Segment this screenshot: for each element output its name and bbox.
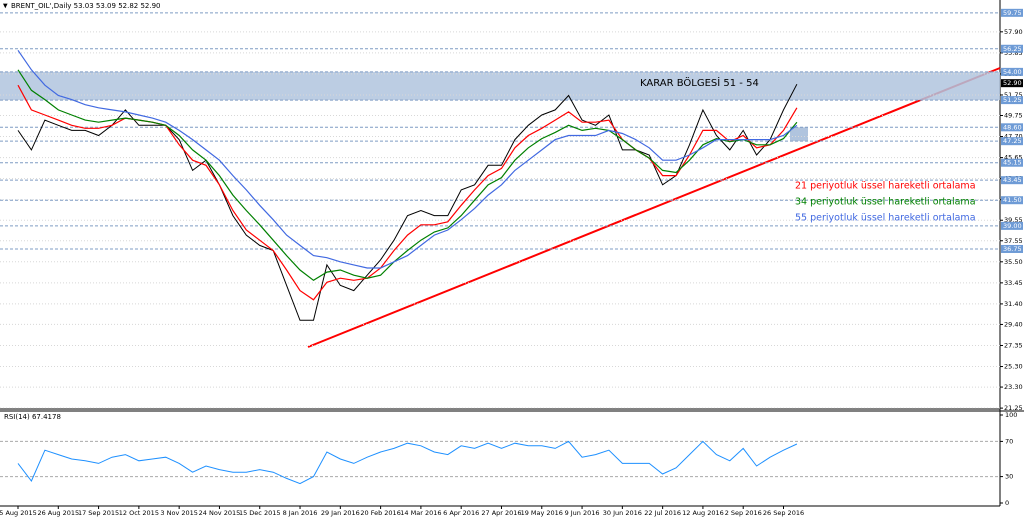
level-label: 56.25 (1003, 45, 1022, 53)
decision-zone (0, 71, 1000, 101)
x-tick-label: 5 Aug 2015 (0, 509, 37, 517)
trendline (307, 67, 1001, 348)
y-tick-label: 33.45 (1004, 279, 1023, 287)
menu-arrow[interactable]: ▼ (3, 3, 8, 10)
x-tick-label: 17 Sep 2015 (78, 509, 119, 517)
x-tick-label: 19 May 2016 (521, 509, 563, 517)
level-label: 48.60 (1003, 123, 1022, 131)
series-line (17, 69, 798, 282)
level-box (1001, 96, 1023, 105)
level-box (1001, 196, 1023, 205)
y-tick-label: 39.55 (1004, 216, 1023, 224)
level-label: 59.75 (1003, 9, 1022, 17)
x-tick-label: 3 Nov 2015 (160, 509, 198, 517)
series-line (17, 440, 798, 485)
level-box (1001, 176, 1023, 185)
series-line (17, 83, 798, 321)
y-tick-label: 51.75 (1004, 91, 1023, 99)
x-tick-label: 14 Mar 2016 (400, 509, 441, 517)
y-tick-label: 45.65 (1004, 154, 1023, 162)
zone-small (790, 127, 808, 142)
legend-entry: 55 periyotluk üssel hareketli ortalama (795, 213, 976, 224)
x-tick-label: 26 Aug 2015 (37, 509, 79, 517)
level-box (1001, 67, 1023, 76)
zone-label: KARAR BÖLGESİ 51 - 54 (640, 76, 759, 89)
y-tick-label: 55.85 (1004, 49, 1023, 57)
y-tick-label: 0 (1005, 499, 1009, 507)
x-tick-label: 26 Sep 2016 (763, 509, 804, 517)
x-tick-label: 2 Sep 2016 (725, 509, 762, 517)
level-label: 36.75 (1003, 245, 1022, 253)
x-tick-label: 12 Aug 2016 (682, 509, 724, 517)
level-label: 51.25 (1003, 96, 1022, 104)
level-label: 41.50 (1003, 196, 1022, 204)
rsi-title: RSI(14) 67.4178 (4, 413, 61, 421)
x-tick-label: 6 Apr 2016 (443, 509, 479, 517)
y-tick-label: 35.50 (1004, 258, 1023, 266)
level-box (1001, 158, 1023, 167)
y-tick-label: 37.55 (1004, 237, 1023, 245)
x-tick-label: 12 Oct 2015 (119, 509, 159, 517)
level-label: 45.15 (1003, 159, 1022, 167)
y-tick-label: 70 (1005, 437, 1013, 445)
current-price-label: 52.90 (1003, 79, 1022, 87)
y-tick-label: 49.75 (1004, 112, 1023, 120)
chart-title: BRENT_OIL',Daily 53.03 53.09 52.82 52.90 (11, 2, 161, 10)
y-tick-label: 27.35 (1004, 341, 1023, 349)
x-tick-label: 27 Apr 2016 (481, 509, 521, 517)
level-box (1001, 244, 1023, 253)
y-tick-label: 30 (1005, 473, 1013, 481)
level-box (1001, 44, 1023, 53)
legend-entry: 34 periyotluk üssel hareketli ortalama (795, 197, 976, 208)
x-tick-label: 9 Jun 2016 (565, 509, 600, 517)
level-box (1001, 137, 1023, 146)
level-box (1001, 221, 1023, 230)
y-tick-label: 57.90 (1004, 28, 1023, 36)
level-box (1001, 123, 1023, 132)
legend-entry: 21 periyotluk üssel hareketli ortalama (795, 181, 976, 192)
y-tick-label: 25.30 (1004, 363, 1023, 371)
y-tick-label: 31.40 (1004, 300, 1023, 308)
x-tick-label: 24 Nov 2015 (199, 509, 241, 517)
level-label: 47.25 (1003, 137, 1022, 145)
level-label: 54.00 (1003, 68, 1022, 76)
x-tick-label: 20 Feb 2016 (360, 509, 400, 517)
current-price-box (1001, 79, 1023, 88)
x-tick-label: 30 Jun 2016 (603, 509, 642, 517)
series-line (17, 49, 798, 269)
level-label: 39.00 (1003, 222, 1022, 230)
x-tick-label: 15 Dec 2015 (239, 509, 281, 517)
y-tick-label: 47.70 (1004, 133, 1023, 141)
y-tick-label: 21.25 (1004, 404, 1023, 412)
level-label: 43.45 (1003, 176, 1022, 184)
y-tick-label: 100 (1005, 411, 1017, 419)
level-box (1001, 8, 1023, 17)
y-tick-label: 29.40 (1004, 320, 1023, 328)
x-tick-label: 29 Jan 2016 (321, 509, 360, 517)
x-tick-label: 22 Jul 2016 (644, 509, 681, 517)
x-tick-label: 8 Jan 2016 (283, 509, 318, 517)
y-tick-label: 23.30 (1004, 383, 1023, 391)
